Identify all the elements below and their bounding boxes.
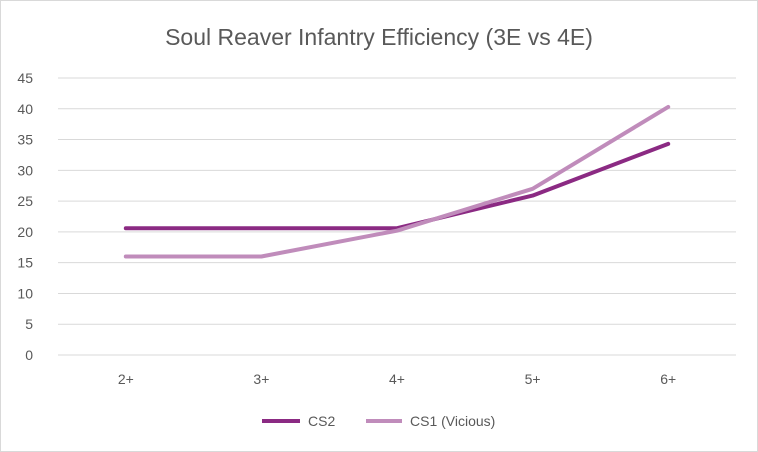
y-tick-label: 25 — [17, 193, 33, 209]
series-line-cs1-vicious — [123, 104, 671, 259]
y-tick-label: 15 — [17, 255, 33, 271]
x-tick-label: 2+ — [118, 371, 134, 387]
y-tick-label: 10 — [17, 285, 33, 301]
y-tick-label: 5 — [25, 316, 33, 332]
y-tick-label: 30 — [17, 162, 33, 178]
x-tick-label: 4+ — [389, 371, 405, 387]
x-tick-label: 5+ — [525, 371, 541, 387]
y-tick-label: 40 — [17, 101, 33, 117]
x-tick-label: 6+ — [660, 371, 676, 387]
y-tick-label: 35 — [17, 132, 33, 148]
x-axis-tick-labels: 2+ 3+ 4+ 5+ 6+ — [118, 371, 676, 387]
y-tick-label: 20 — [17, 224, 33, 240]
gridlines — [58, 77, 736, 356]
y-axis-tick-labels: 0 5 10 15 20 25 30 35 40 45 — [17, 70, 33, 363]
x-tick-label: 3+ — [253, 371, 269, 387]
legend-label-cs2: CS2 — [308, 413, 335, 429]
legend: CS2 CS1 (Vicious) — [262, 413, 495, 429]
series-lines — [123, 104, 671, 259]
y-tick-label: 45 — [17, 70, 33, 86]
legend-label-cs1-vicious: CS1 (Vicious) — [410, 413, 495, 429]
series-line-cs2 — [123, 141, 671, 231]
chart-title: Soul Reaver Infantry Efficiency (3E vs 4… — [165, 24, 593, 50]
y-tick-label: 0 — [25, 347, 33, 363]
